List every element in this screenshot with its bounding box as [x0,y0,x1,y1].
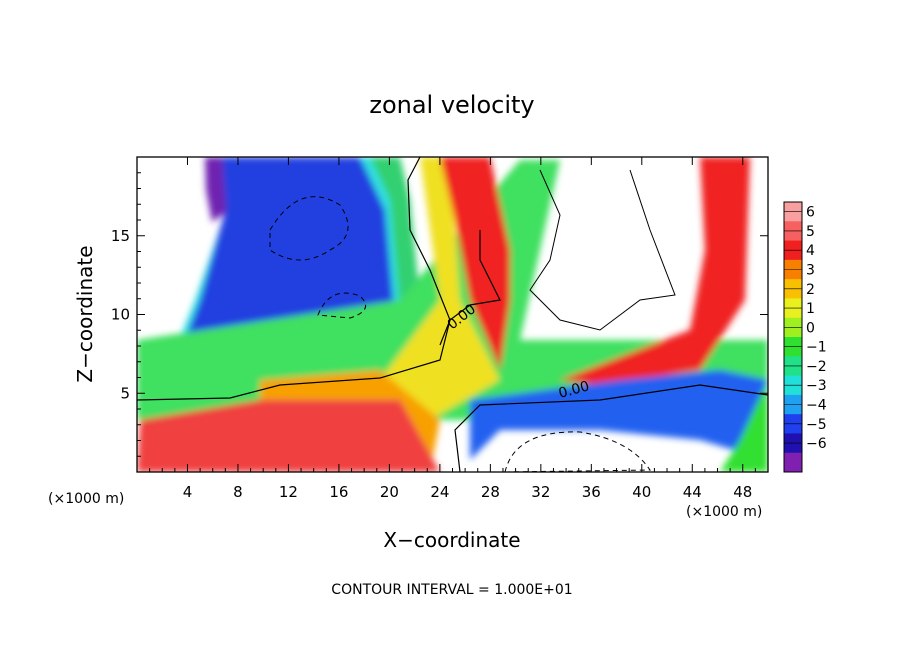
x-tick-label: 44 [683,483,702,501]
colorbar: 6 5 4 3 2 1 0 −1 −2 −3 −4 −5 −6 [783,201,827,473]
colorbar-label: 0 [806,320,815,336]
velocity-field-region [470,370,768,460]
colorbar-frame [783,201,803,473]
zero-contour-line [454,384,768,472]
velocity-field-region [560,157,750,385]
colorbar-label: 1 [806,301,815,317]
plot-area: 0.00 0.00 [137,157,768,472]
x-tick-label: 16 [329,483,348,501]
velocity-field-region [205,157,226,222]
colorbar-label: 4 [806,243,815,259]
solid-contour-line [529,169,676,331]
dashed-contour-line [317,292,367,319]
z-tick-label: 10 [111,306,130,324]
dashed-contour-line [504,431,651,472]
velocity-field-region [440,157,510,370]
chart-title: zonal velocity [369,91,534,119]
colorbar-swatch [784,452,802,473]
colorbar-label: −3 [806,378,827,394]
z-tick-label: 15 [111,227,130,245]
x-unit-label-right: (×1000 m) [686,504,762,520]
velocity-field-region [380,157,500,420]
x-tick-label: 40 [632,483,651,501]
colorbar-label: −2 [806,359,827,375]
colorbar-label: 2 [806,282,815,298]
velocity-field-region [720,380,768,472]
colorbar-label: −4 [806,398,827,414]
x-tick-label: 20 [380,483,399,501]
x-tick-label: 8 [233,483,243,501]
colorbar-label: 3 [806,263,815,279]
x-tick-label: 48 [733,483,752,501]
colorbar-label: −6 [806,436,827,452]
z-tick-label: 5 [120,384,130,402]
zero-contour-line [137,157,451,401]
colorbar-label: −5 [806,417,827,433]
x-axis: 4 8 12 16 20 24 28 32 36 40 44 48 [149,157,756,501]
z-axis: 5 10 15 [111,172,768,457]
x-tick-label: 36 [582,483,601,501]
x-tick-label: 4 [183,483,193,501]
colorbar-label: 6 [806,205,815,221]
colorbar-label: 5 [806,224,815,240]
contour-interval-footer: CONTOUR INTERVAL = 1.000E+01 [331,582,572,598]
velocity-field-region [137,400,440,472]
zero-contour-line [439,230,501,346]
x-unit-label-left: (×1000 m) [48,491,124,507]
colorbar-label: −1 [806,340,827,356]
x-tick-label: 32 [531,483,550,501]
x-axis-label: X−coordinate [383,528,520,552]
x-tick-label: 24 [430,483,449,501]
z-axis-label: Z−coordinate [73,245,97,382]
x-tick-label: 28 [481,483,500,501]
x-tick-label: 12 [279,483,298,501]
contour-label: 0.00 [557,378,591,402]
